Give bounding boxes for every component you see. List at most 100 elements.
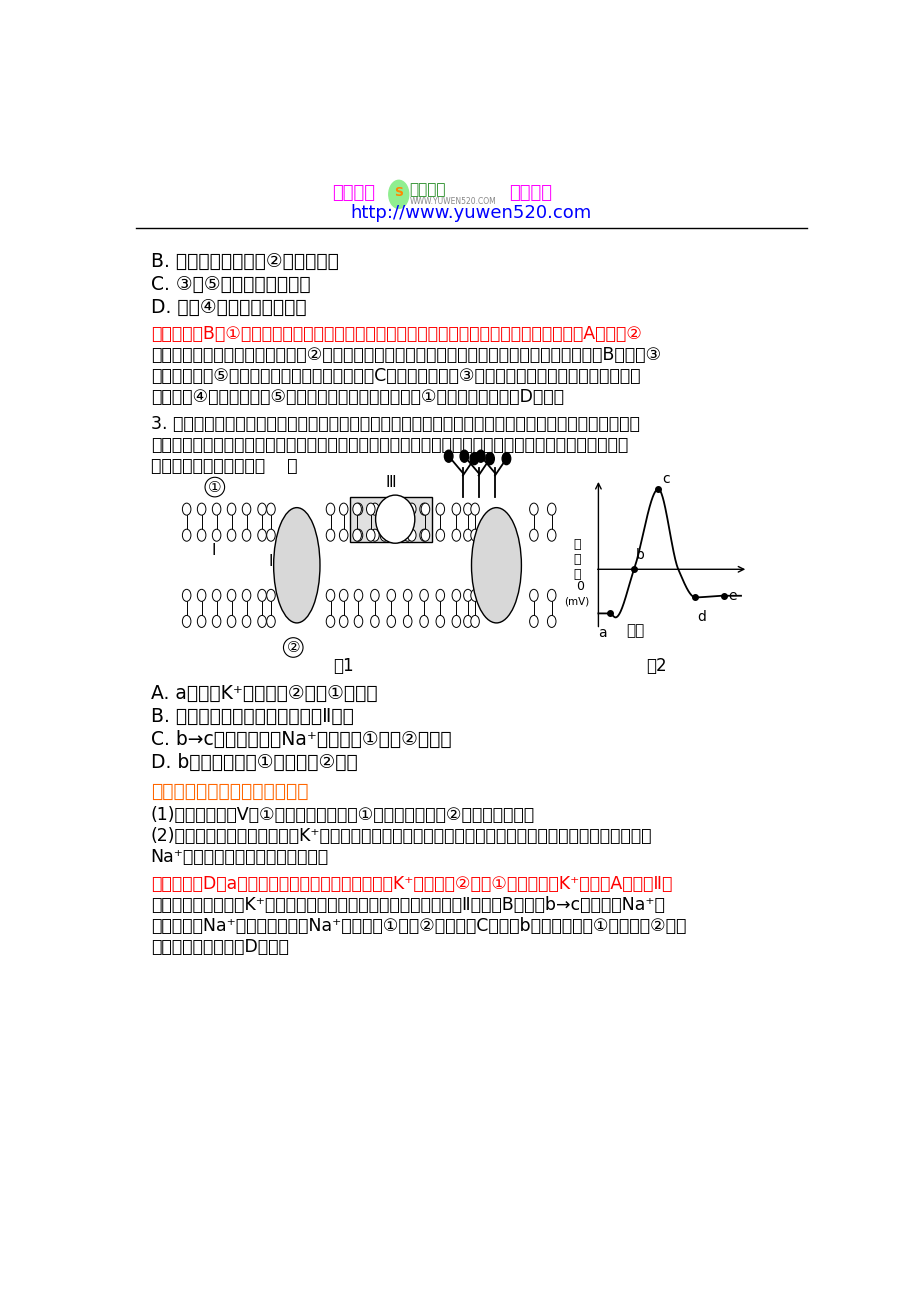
Circle shape [387,590,395,602]
Circle shape [326,503,335,516]
Circle shape [267,590,275,602]
Text: Ⅳ: Ⅳ [389,512,402,526]
Text: 【解析】选D。a点时，细胞膜处于静息电位状态，K⁺从细胞膜②侧向①侧移动，即K⁺外流，A正确。Ⅱ是: 【解析】选D。a点时，细胞膜处于静息电位状态，K⁺从细胞膜②侧向①侧移动，即K⁺… [151,875,671,893]
Text: B. 静息电位的形成可能与膜上的Ⅱ有关: B. 静息电位的形成可能与膜上的Ⅱ有关 [151,707,353,727]
Circle shape [444,450,452,462]
Circle shape [529,590,538,602]
Circle shape [212,529,221,542]
Circle shape [326,529,335,542]
Circle shape [419,503,428,516]
Circle shape [419,616,428,628]
Circle shape [370,616,379,628]
Circle shape [463,590,471,602]
Ellipse shape [273,508,320,622]
Text: C. ③和⑤往往包含多个突触: C. ③和⑤往往包含多个突触 [151,275,310,294]
Text: Na⁺内流，其膜电位变为外负内正。: Na⁺内流，其膜电位变为外负内正。 [151,848,328,866]
Circle shape [436,529,444,542]
Text: 差: 差 [573,568,580,581]
Circle shape [198,590,206,602]
Circle shape [212,503,221,516]
Text: II: II [268,553,278,569]
Circle shape [387,503,395,516]
Circle shape [353,529,361,542]
Text: 【解析】选B。①是感受器，它的功能是将刺激信号转化为神经冲动，并通过传入神经传导，A正确。②: 【解析】选B。①是感受器，它的功能是将刺激信号转化为神经冲动，并通过传入神经传导… [151,324,641,342]
Text: WWW.YUWEN520.COM: WWW.YUWEN520.COM [409,197,495,206]
Text: 所以切断④传出神经后，⑤效应器没有反应，但不影响对①的刺激形成感觉，D正确。: 所以切断④传出神经后，⑤效应器没有反应，但不影响对①的刺激形成感觉，D正确。 [151,388,563,406]
Text: 电: 电 [573,538,580,551]
Circle shape [339,616,347,628]
Circle shape [257,529,266,542]
Text: a: a [597,626,607,641]
Text: (1)图１中，由于Ⅴ的①侧有糖蛋白，所以①为细胞膜外侧，②为细胞膜内侧。: (1)图１中，由于Ⅴ的①侧有糖蛋白，所以①为细胞膜外侧，②为细胞膜内侧。 [151,806,534,824]
Circle shape [419,590,428,602]
Text: Ⅲ: Ⅲ [385,474,396,490]
Circle shape [471,529,479,542]
Circle shape [403,590,412,602]
Circle shape [326,590,335,602]
Text: D. b点时，细胞膜①侧电位比②侧高: D. b点时，细胞膜①侧电位比②侧高 [151,754,357,772]
Circle shape [463,503,471,516]
Circle shape [182,529,191,542]
Circle shape [529,503,538,516]
Circle shape [257,616,266,628]
Text: 位: 位 [573,553,580,566]
Text: http://www.yuwen520.com: http://www.yuwen520.com [350,204,592,223]
Circle shape [502,453,510,465]
Text: A. a点时，K⁺从细胞膜②侧向①侧移动: A. a点时，K⁺从细胞膜②侧向①侧移动 [151,684,377,703]
Text: D. 切断④不影响感觉的形成: D. 切断④不影响感觉的形成 [151,298,306,318]
Circle shape [354,529,362,542]
Circle shape [326,616,335,628]
Text: 【解题指导】解答本题的关键：: 【解题指导】解答本题的关键： [151,783,308,801]
Circle shape [470,453,478,465]
Text: 下列叙述中，错误的是（    ）: 下列叙述中，错误的是（ ） [151,457,297,475]
Circle shape [198,616,206,628]
Circle shape [198,503,206,516]
Text: 通道打开，Na⁺内流，所以大量Na⁺从细胞膜①侧向②侧移动，C正确。b点时，细胞膜①侧电位与②侧相: 通道打开，Na⁺内流，所以大量Na⁺从细胞膜①侧向②侧移动，C正确。b点时，细胞… [151,917,686,935]
Text: V: V [508,542,519,557]
Circle shape [436,503,444,516]
Circle shape [547,616,555,628]
Circle shape [403,529,412,542]
Text: b: b [636,548,644,562]
Circle shape [389,180,408,208]
Circle shape [529,616,538,628]
Circle shape [267,503,275,516]
Circle shape [212,616,221,628]
Circle shape [407,529,415,542]
Text: 3. 离体神经纤维某一部位受到适当刺激时，受刺激部位细胞膜两侧会出现暂时性的电位变化，产生神经冲: 3. 离体神经纤维某一部位受到适当刺激时，受刺激部位细胞膜两侧会出现暂时性的电位… [151,415,639,434]
Circle shape [242,616,251,628]
Text: 该资料由: 该资料由 [332,185,375,202]
Circle shape [339,590,347,602]
Circle shape [242,503,251,516]
Text: B. 正常机体内兴奋在②上双向传导: B. 正常机体内兴奋在②上双向传导 [151,253,338,271]
Circle shape [380,529,389,542]
Text: C. b→c过程中，大量Na⁺从细胞膜①侧向②侧移动: C. b→c过程中，大量Na⁺从细胞膜①侧向②侧移动 [151,730,451,749]
Circle shape [227,503,235,516]
Circle shape [436,616,444,628]
Text: 是神经中枢，⑤是效应器，往往包含多个突触，C正确。感觉是由③神经中枢向大脑传出信息而形成的，: 是神经中枢，⑤是效应器，往往包含多个突触，C正确。感觉是由③神经中枢向大脑传出信… [151,367,640,385]
Circle shape [460,450,468,462]
Text: (2)明确神经纤维未受刺激时，K⁺外流，细胞膜内外的电荷分布情况是外正内负，当某一部位受到刺激时，: (2)明确神经纤维未受刺激时，K⁺外流，细胞膜内外的电荷分布情况是外正内负，当某… [151,827,652,845]
Circle shape [339,529,347,542]
Circle shape [421,529,429,542]
Text: ①: ① [208,479,221,495]
Circle shape [407,503,415,516]
Circle shape [267,616,275,628]
Circle shape [257,590,266,602]
Text: I: I [211,543,215,557]
Circle shape [393,503,402,516]
Circle shape [366,529,375,542]
FancyBboxPatch shape [350,497,432,542]
Circle shape [182,503,191,516]
Circle shape [476,450,484,462]
Circle shape [529,529,538,542]
Circle shape [353,503,361,516]
Text: (mV): (mV) [563,596,589,607]
Text: 蛋白质分子，可以是K⁺的通道，所以静息电位的形成可能与膜上的Ⅱ有关，B正确。b→c过程中，Na⁺的: 蛋白质分子，可以是K⁺的通道，所以静息电位的形成可能与膜上的Ⅱ有关，B正确。b→… [151,896,664,914]
Circle shape [421,503,429,516]
Text: c: c [661,473,669,486]
Circle shape [267,529,275,542]
Text: 友情提供: 友情提供 [509,185,551,202]
Circle shape [471,590,479,602]
Circle shape [387,616,395,628]
